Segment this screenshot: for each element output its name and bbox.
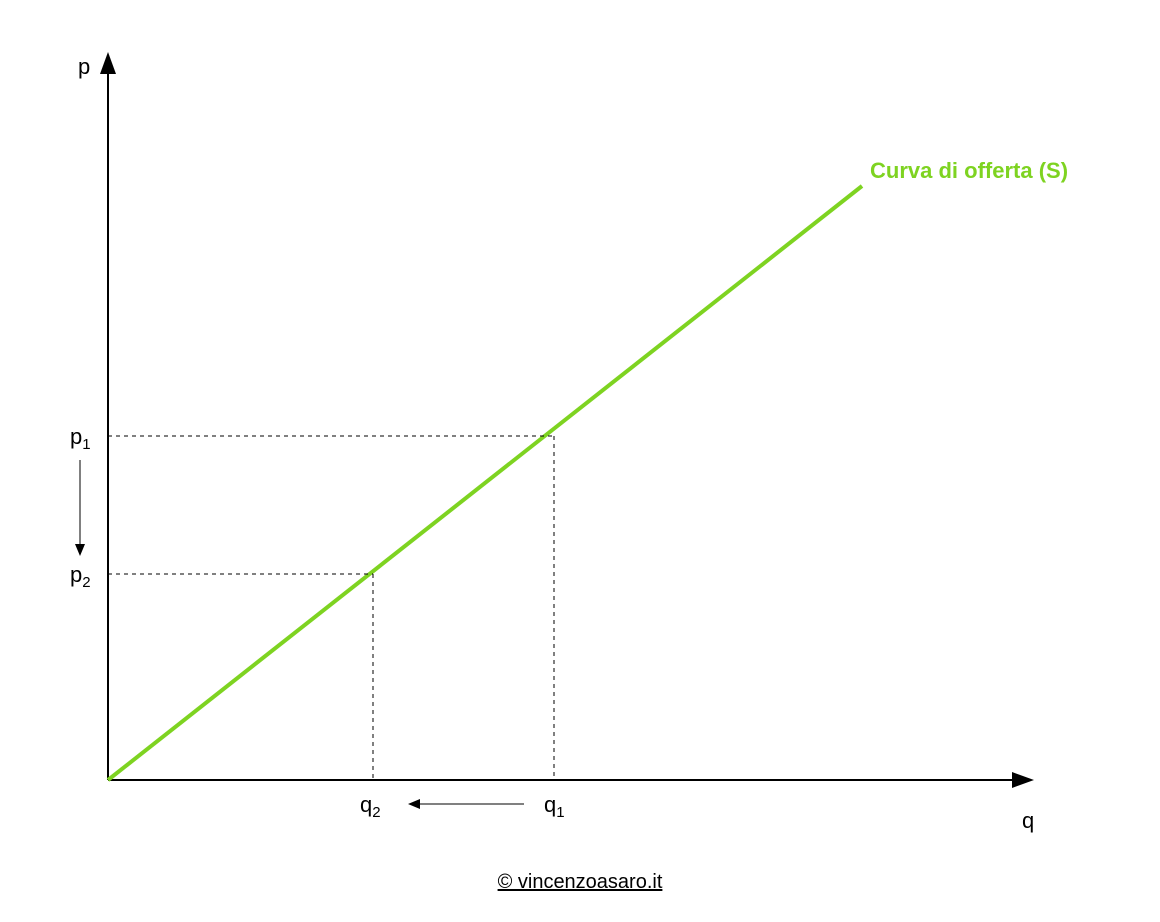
y-axis-label: p — [78, 54, 90, 79]
supply-curve-label: Curva di offerta (S) — [870, 158, 1068, 183]
price-arrow-head — [75, 544, 85, 556]
q1-label: q1 — [544, 792, 565, 821]
supply-curve — [108, 186, 862, 780]
y-axis-arrowhead — [100, 52, 116, 74]
quantity-arrow-head — [408, 799, 420, 809]
copyright-text: © vincenzoasaro.it — [498, 871, 663, 893]
p2-label: p2 — [70, 562, 91, 591]
p1-label: p1 — [70, 424, 91, 453]
supply-curve-chart: p q Curva di offerta (S) p1 p2 q2 q1 © v… — [0, 0, 1160, 922]
x-axis-label: q — [1022, 808, 1034, 833]
x-axis-arrowhead — [1012, 772, 1034, 788]
q2-label: q2 — [360, 792, 381, 821]
